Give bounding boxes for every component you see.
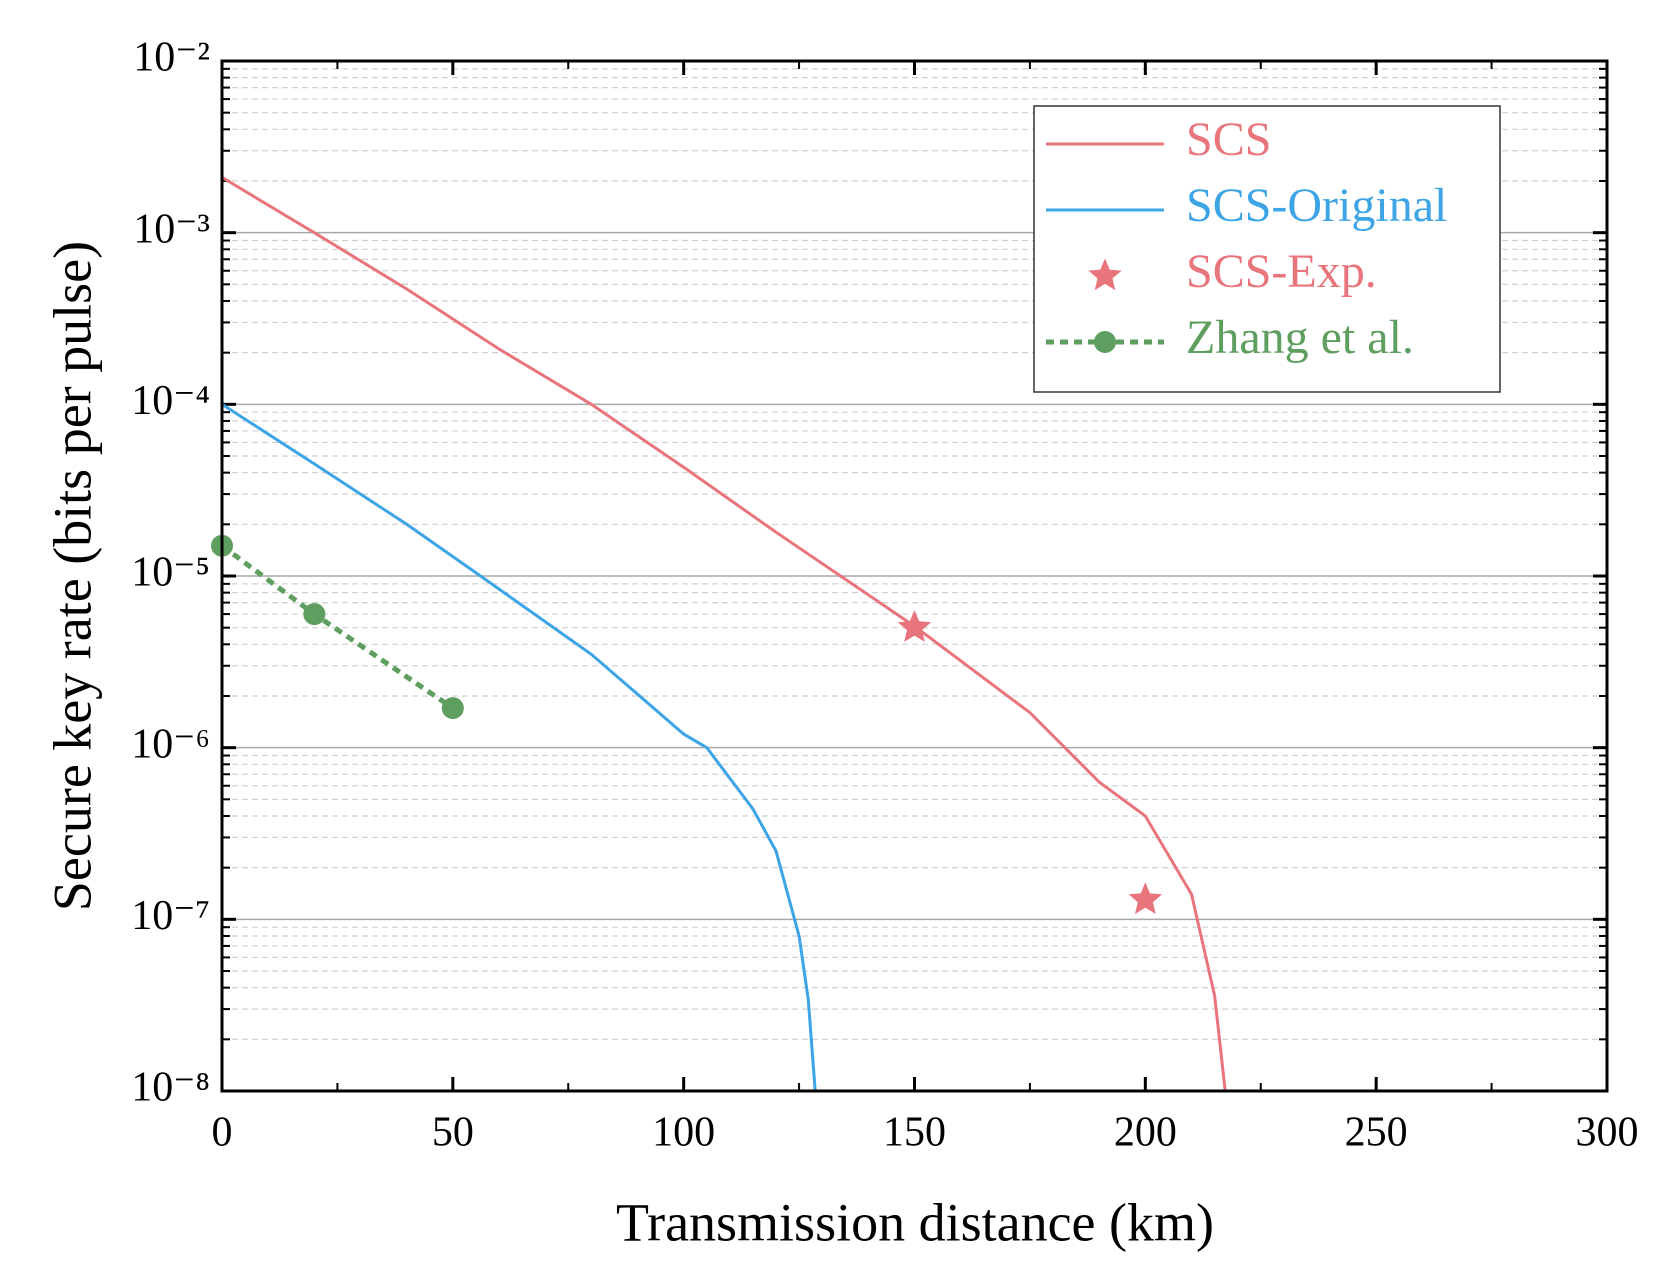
x-tick-label: 200: [1114, 1110, 1177, 1156]
legend-label: SCS-Original: [1186, 179, 1447, 232]
circle-marker: [303, 603, 326, 626]
x-tick-label: 100: [652, 1110, 715, 1156]
y-tick-label: 10⁻²: [133, 35, 210, 81]
series-line: [220, 543, 455, 711]
star-marker: [897, 610, 932, 642]
series-line: [221, 403, 817, 1092]
plot-frame: [220, 59, 1609, 1093]
circle-marker: [441, 697, 464, 720]
y-tick-label: 10⁻⁵: [131, 550, 210, 596]
y-axis-label: Secure key rate (bits per pulse): [42, 241, 102, 911]
legend-label: Zhang et al.: [1186, 311, 1414, 364]
legend-label: SCS: [1186, 113, 1271, 166]
x-tick-label: 50: [432, 1110, 474, 1156]
x-tick-label: 0: [212, 1110, 233, 1156]
legend-label: SCS-Exp.: [1186, 245, 1377, 298]
x-tick-label: 250: [1345, 1110, 1408, 1156]
star-marker: [1088, 258, 1122, 291]
x-tick-label: 150: [883, 1110, 946, 1156]
x-axis-label: Transmission distance (km): [616, 1192, 1214, 1252]
y-tick-label: 10⁻⁸: [131, 1065, 210, 1111]
series-line: [221, 176, 1227, 1092]
y-tick-label: 10⁻⁴: [131, 378, 210, 424]
star-marker: [1128, 882, 1163, 914]
circle-marker: [1094, 331, 1116, 353]
y-tick-label: 10⁻³: [133, 206, 210, 252]
y-tick-label: 10⁻⁶: [131, 721, 210, 767]
x-tick-label: 300: [1576, 1110, 1639, 1156]
y-tick-label: 10⁻⁷: [131, 893, 210, 939]
